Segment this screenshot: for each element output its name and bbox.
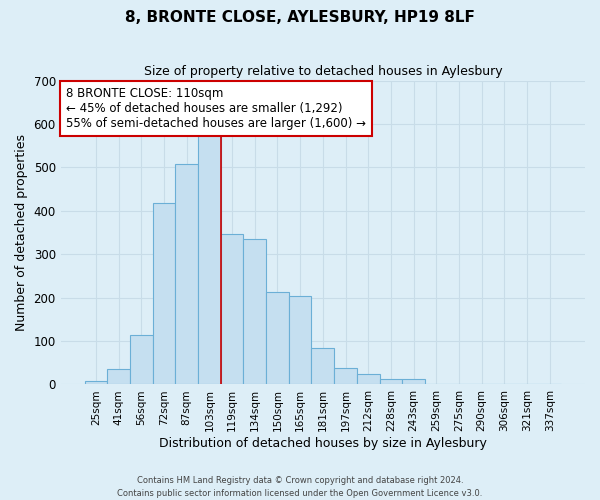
- Bar: [380, 379, 402, 384]
- X-axis label: Distribution of detached houses by size in Aylesbury: Distribution of detached houses by size …: [159, 437, 487, 450]
- Bar: [152, 204, 175, 384]
- Bar: [357, 374, 380, 384]
- Bar: [175, 164, 198, 384]
- Bar: [334, 368, 357, 384]
- Bar: [85, 381, 107, 384]
- Y-axis label: Number of detached properties: Number of detached properties: [15, 134, 28, 331]
- Text: 8, BRONTE CLOSE, AYLESBURY, HP19 8LF: 8, BRONTE CLOSE, AYLESBURY, HP19 8LF: [125, 10, 475, 25]
- Title: Size of property relative to detached houses in Aylesbury: Size of property relative to detached ho…: [143, 65, 502, 78]
- Bar: [289, 296, 311, 384]
- Bar: [266, 292, 289, 384]
- Bar: [107, 370, 130, 384]
- Bar: [402, 379, 425, 384]
- Bar: [311, 348, 334, 384]
- Bar: [221, 234, 244, 384]
- Bar: [130, 336, 152, 384]
- Text: 8 BRONTE CLOSE: 110sqm
← 45% of detached houses are smaller (1,292)
55% of semi-: 8 BRONTE CLOSE: 110sqm ← 45% of detached…: [66, 86, 366, 130]
- Text: Contains HM Land Registry data © Crown copyright and database right 2024.
Contai: Contains HM Land Registry data © Crown c…: [118, 476, 482, 498]
- Bar: [244, 239, 266, 384]
- Bar: [198, 135, 221, 384]
